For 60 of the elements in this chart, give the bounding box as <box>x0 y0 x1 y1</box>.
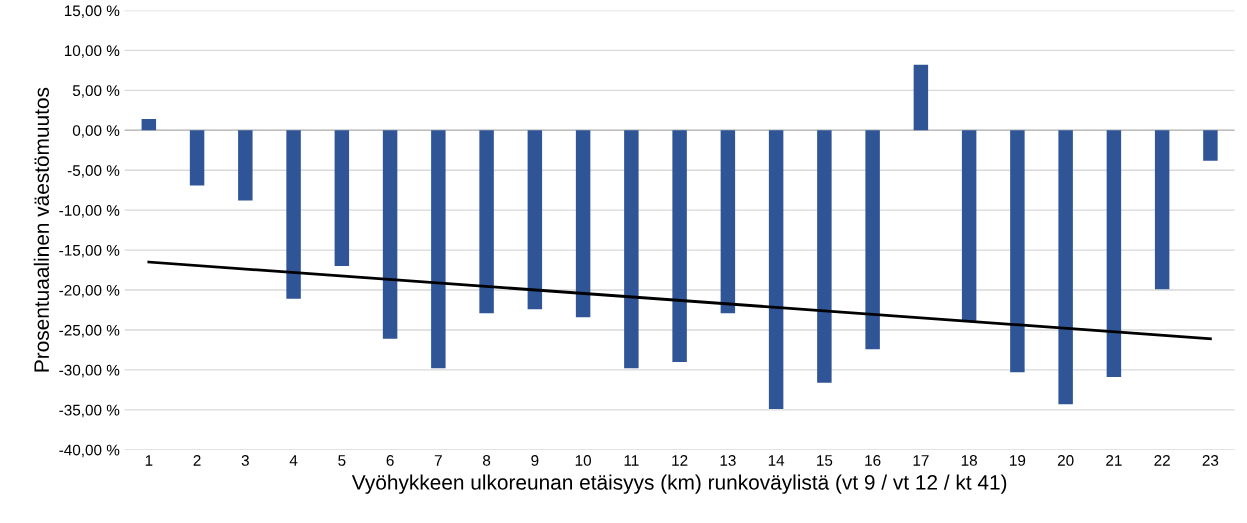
bar <box>1154 130 1170 290</box>
y-tick-label: 10,00 % <box>64 45 120 58</box>
y-tick-label: -5,00 % <box>67 165 120 178</box>
x-tick-label: 9 <box>531 455 539 466</box>
x-tick-label: 6 <box>386 455 394 466</box>
y-tick-label: -15,00 % <box>59 244 120 258</box>
x-tick-label: 8 <box>483 455 491 466</box>
x-tick-label: 17 <box>913 455 929 466</box>
x-tick-label: 11 <box>624 455 639 466</box>
y-tick-label: 15,00 % <box>64 5 120 18</box>
x-tick-label: 2 <box>193 455 201 466</box>
x-axis-title: Vyöhykkeen ulkoreunan etäisyys (km) runkoväylistä (vt 9 / vt 12 / kt 41) <box>351 474 1007 494</box>
bar <box>527 130 543 310</box>
x-tick-label: 16 <box>865 455 881 466</box>
x-tick-label: 21 <box>1106 455 1122 466</box>
y-tick-label: -25,00 % <box>59 324 120 338</box>
y-tick-label: -10,00 % <box>59 205 120 218</box>
y-tick-label: -35,00 % <box>59 404 120 418</box>
bar <box>238 130 253 201</box>
bar <box>720 130 736 314</box>
x-tick-label: 14 <box>768 455 785 466</box>
bar <box>672 130 687 362</box>
bar <box>431 130 446 369</box>
x-tick-label: 3 <box>241 455 249 466</box>
x-tick-label: 1 <box>145 455 153 466</box>
bar <box>141 119 157 131</box>
y-tick-label: 0,00 % <box>72 125 120 138</box>
bar <box>913 64 929 131</box>
bar <box>479 130 494 314</box>
bar <box>189 130 205 186</box>
bar <box>865 130 880 350</box>
bar <box>768 130 784 410</box>
bar <box>382 130 398 339</box>
bar <box>817 130 832 383</box>
x-tick-label: 19 <box>1010 455 1026 466</box>
bar <box>334 130 350 267</box>
x-tick-label: 23 <box>1202 455 1219 466</box>
bar <box>286 130 301 299</box>
x-tick-label: 5 <box>338 455 346 466</box>
bar <box>575 130 591 318</box>
x-tick-label: 18 <box>961 455 977 466</box>
bar <box>1010 130 1025 373</box>
x-tick-label: 10 <box>575 455 592 466</box>
y-tick-label: -40,00 % <box>59 444 120 458</box>
y-tick-label: -20,00 % <box>59 284 120 298</box>
x-tick-label: 20 <box>1057 455 1074 466</box>
bar <box>624 130 639 369</box>
x-tick-label: 13 <box>720 455 736 466</box>
y-axis-title: Prosentuaalinen väestömuutos <box>33 87 50 372</box>
x-tick-label: 7 <box>434 455 442 466</box>
y-tick-label: -30,00 % <box>59 364 120 378</box>
x-tick-label: 22 <box>1154 455 1170 466</box>
x-tick-label: 12 <box>672 455 688 466</box>
y-tick-label: 5,00 % <box>72 85 120 98</box>
x-tick-label: 15 <box>817 455 833 466</box>
bar <box>1058 130 1073 405</box>
bar <box>961 130 977 322</box>
x-tick-label: 4 <box>289 455 298 466</box>
bar <box>1203 130 1218 161</box>
bar <box>1106 130 1122 378</box>
